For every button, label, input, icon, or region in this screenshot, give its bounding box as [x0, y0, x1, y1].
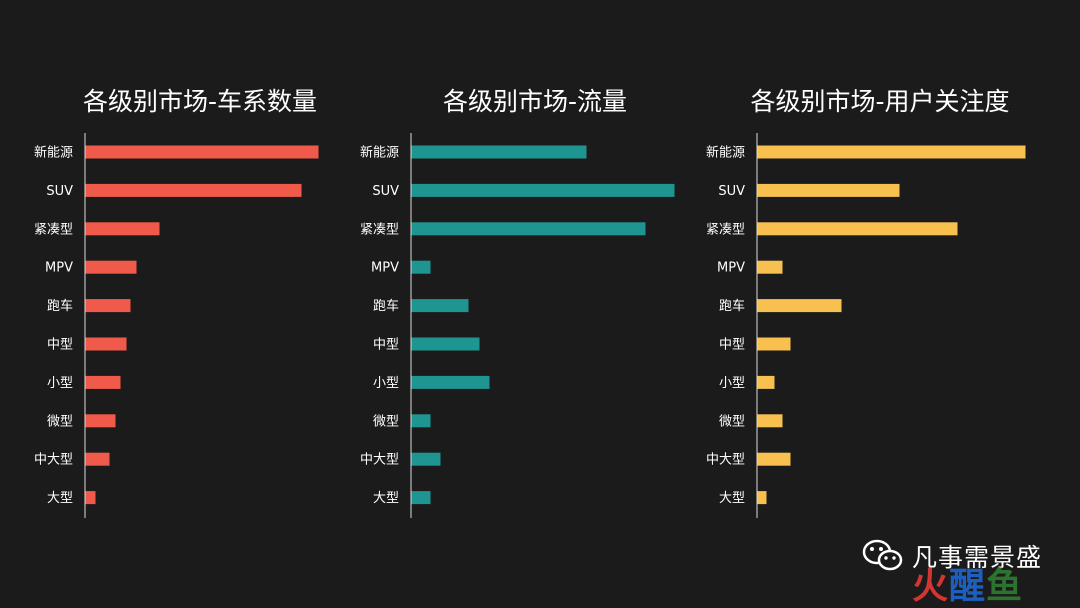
- category-label: MPV: [45, 261, 73, 276]
- category-label: 微型: [47, 414, 73, 429]
- category-label: MPV: [717, 261, 745, 276]
- bar: [411, 260, 431, 274]
- bar: [757, 299, 842, 313]
- category-label: 大型: [719, 491, 745, 506]
- bar: [411, 452, 441, 466]
- category-label: 中型: [373, 338, 399, 353]
- watermark-part-2: 醒: [949, 566, 987, 607]
- category-label: 紧凑型: [34, 222, 73, 237]
- category-label: SUV: [46, 184, 73, 199]
- category-label: 小型: [373, 376, 399, 391]
- category-label: 中大型: [360, 453, 399, 468]
- bar: [85, 299, 131, 313]
- bar: [757, 452, 791, 466]
- bar: [411, 145, 587, 159]
- bar: [757, 491, 767, 505]
- category-label: 新能源: [34, 145, 73, 161]
- bar: [411, 337, 480, 351]
- bar: [411, 299, 469, 313]
- category-label: SUV: [372, 184, 399, 199]
- category-label: 中型: [719, 338, 745, 353]
- category-label: 微型: [373, 414, 399, 429]
- category-label: 跑车: [719, 298, 745, 314]
- bar: [757, 337, 791, 351]
- brand-name: 凡事需景盛: [912, 543, 1043, 572]
- category-label: MPV: [371, 261, 399, 276]
- wechat-icon: [862, 539, 903, 571]
- bar: [85, 145, 319, 159]
- bar: [757, 222, 958, 236]
- chart-title: 各级别市场-流量: [443, 87, 627, 116]
- category-label: 新能源: [706, 145, 745, 161]
- category-label: 微型: [719, 414, 745, 429]
- watermark-part-3: 鱼: [986, 566, 1024, 607]
- bar: [411, 183, 675, 197]
- bar: [85, 260, 137, 274]
- category-label: 紧凑型: [360, 222, 399, 237]
- bar: [85, 414, 116, 428]
- bar: [757, 183, 900, 197]
- bar: [85, 375, 121, 389]
- category-label: 中大型: [706, 453, 745, 468]
- bar: [85, 337, 127, 351]
- watermark-part-1: 火: [912, 566, 950, 607]
- category-label: SUV: [718, 184, 745, 199]
- category-label: 紧凑型: [706, 222, 745, 237]
- category-label: 大型: [47, 491, 73, 506]
- bar: [85, 183, 302, 197]
- category-label: 大型: [373, 491, 399, 506]
- watermark-logo: 火醒鱼: [912, 566, 1023, 608]
- bar: [757, 375, 775, 389]
- bar: [411, 491, 431, 505]
- category-label: 中型: [47, 338, 73, 353]
- category-label: 跑车: [47, 298, 73, 314]
- bar: [411, 414, 431, 428]
- category-label: 小型: [47, 376, 73, 391]
- brand-signature: 凡事需景盛: [862, 538, 1042, 574]
- bar: [757, 145, 1026, 159]
- category-label: 中大型: [34, 453, 73, 468]
- bar: [85, 222, 160, 236]
- bar: [85, 491, 96, 505]
- category-label: 新能源: [360, 145, 399, 161]
- bar: [757, 260, 783, 274]
- category-label: 小型: [719, 376, 745, 391]
- bar: [411, 375, 490, 389]
- bar: [85, 452, 110, 466]
- chart-title: 各级别市场-用户关注度: [750, 87, 1009, 116]
- chart-title: 各级别市场-车系数量: [83, 87, 317, 116]
- category-label: 跑车: [373, 298, 399, 314]
- bar: [757, 414, 783, 428]
- bar: [411, 222, 646, 236]
